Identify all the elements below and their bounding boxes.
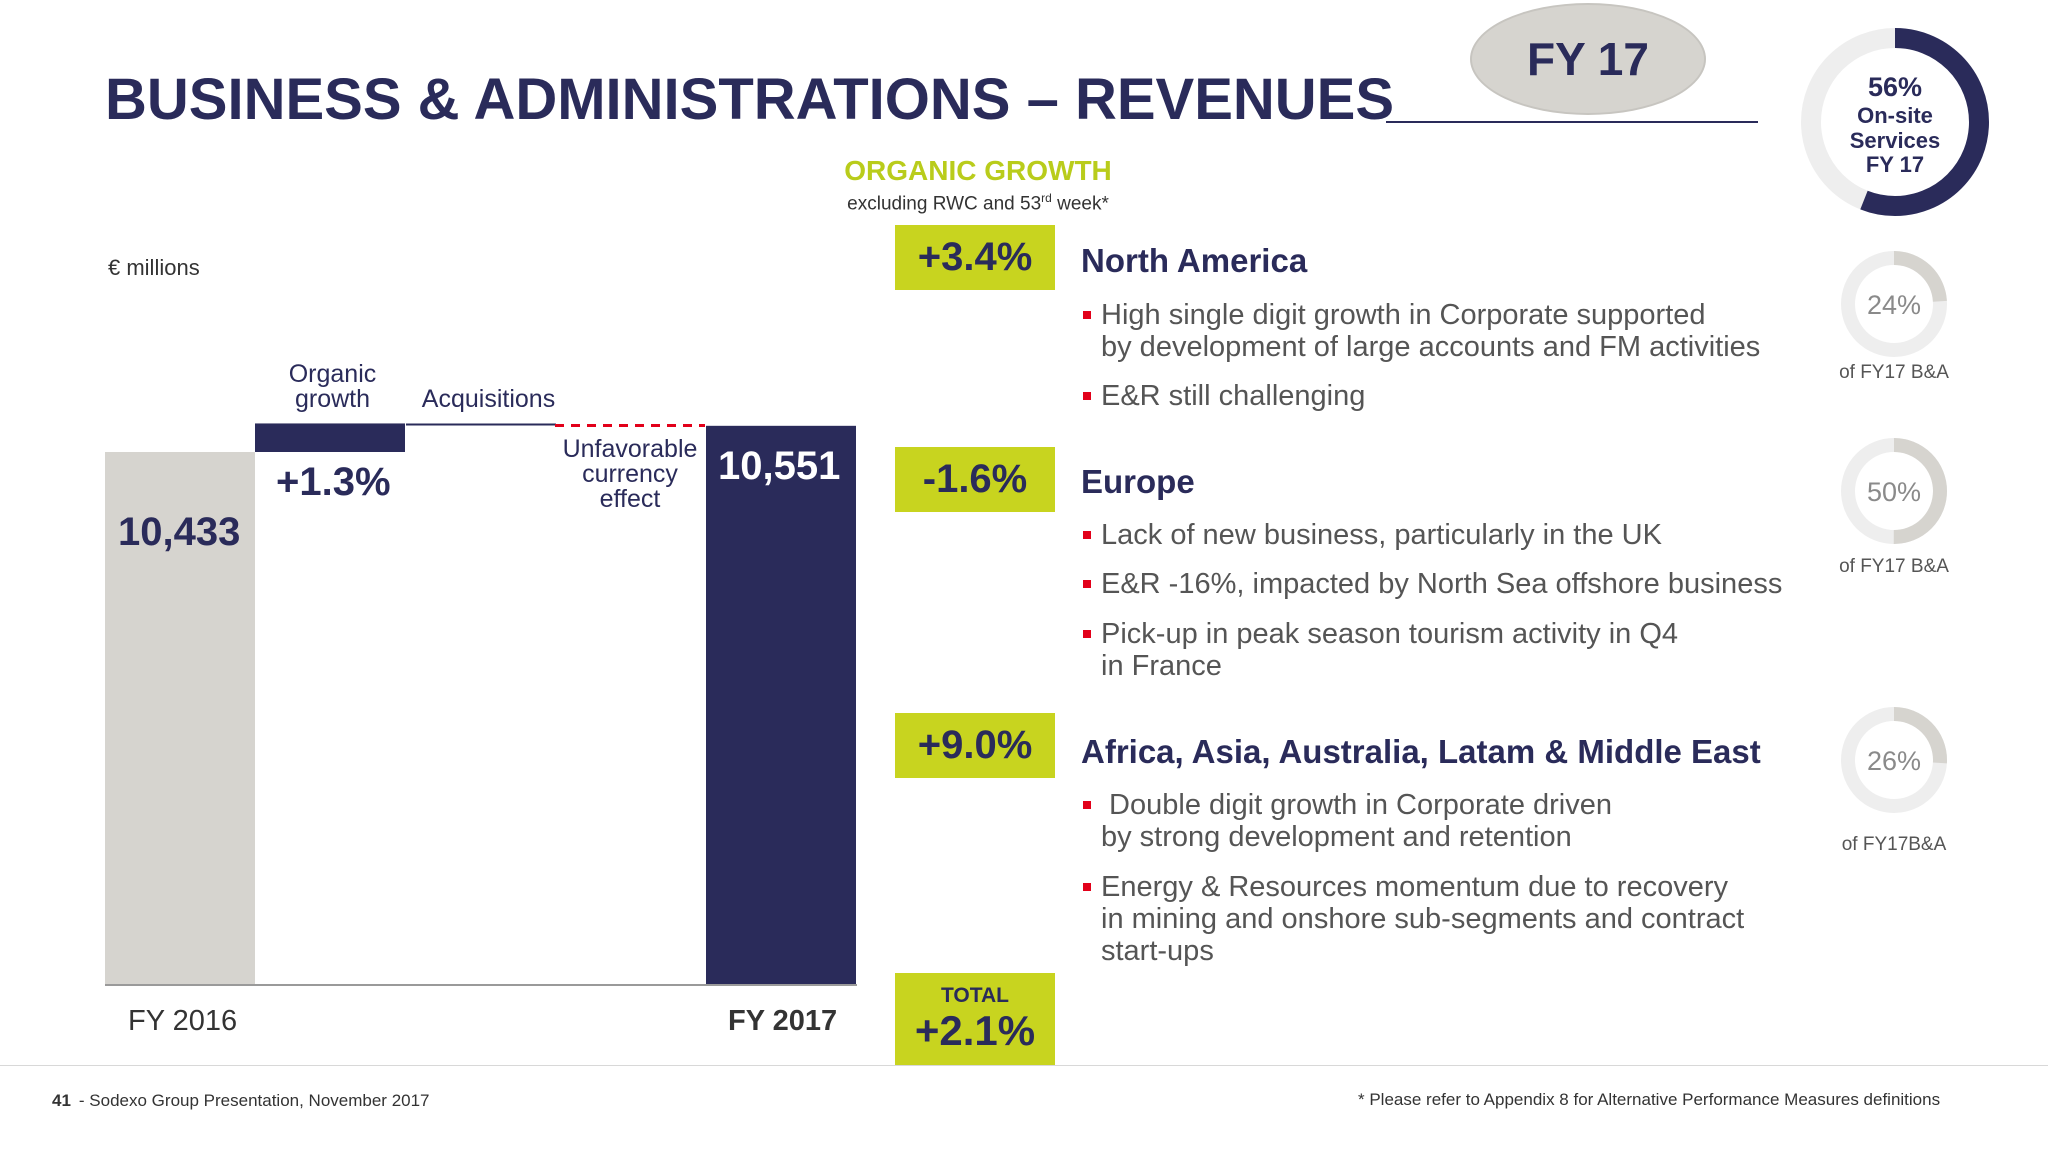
label-organic-growth: Organic growth xyxy=(288,360,377,413)
growth-box-europe: -1.6% xyxy=(895,447,1055,512)
growth-box-total: TOTAL +2.1% xyxy=(895,973,1055,1065)
bar-organic-growth xyxy=(255,423,405,452)
bullet-europe-2: E&R -16%, impacted by North Sea offshore… xyxy=(1083,568,1821,600)
onsite-donut-chart: 56% On-site Services FY 17 xyxy=(1801,28,1989,216)
growth-box-aaalme: +9.0% xyxy=(895,713,1055,778)
bullet-north-america-1: High single digit growth in Corporate su… xyxy=(1083,299,1821,363)
share-donut-arc xyxy=(1841,438,1947,544)
share-donut-arc xyxy=(1841,251,1947,357)
onsite-donut-percent: 56% xyxy=(1868,72,1922,102)
footer-divider xyxy=(0,1065,2048,1066)
total-label: TOTAL xyxy=(940,984,1010,1007)
share-donut-europe: 50% xyxy=(1841,438,1947,544)
share-donut-label: 50% xyxy=(1867,477,1921,507)
revenue-waterfall-chart xyxy=(105,423,857,986)
bullet-europe-1: Lack of new business, particularly in th… xyxy=(1083,519,1821,551)
bullet-north-america-2: E&R still challenging xyxy=(1083,380,1821,412)
onsite-donut-line1: On-site xyxy=(1857,103,1933,128)
page-number: 41 xyxy=(52,1091,71,1110)
onsite-donut-arc xyxy=(1801,28,1989,216)
value-fy2016: 10,433 xyxy=(118,510,241,554)
organic-growth-header: ORGANIC GROWTH excluding RWC and 53rd we… xyxy=(800,156,1156,216)
share-donut-aaalme: 26% xyxy=(1841,707,1947,813)
organic-growth-subtitle: excluding RWC and 53rd week* xyxy=(800,186,1156,216)
value-organic-growth: +1.3% xyxy=(276,460,391,504)
organic-sub-pre: excluding RWC and 53 xyxy=(847,193,1042,215)
chart-unit-label: € millions xyxy=(108,255,200,280)
bullet-europe-3: Pick-up in peak season tourism activity … xyxy=(1083,618,1821,682)
share-donut-north-america: 24% xyxy=(1841,251,1947,357)
footer-left: 41 - Sodexo Group Presentation, November … xyxy=(52,1091,430,1111)
footer-note: * Please refer to Appendix 8 for Alterna… xyxy=(1358,1090,1941,1109)
bar-fy2017 xyxy=(706,425,856,985)
share-caption-europe: of FY17 B&A xyxy=(1839,556,1949,577)
xlabel-fy2016: FY 2016 xyxy=(128,1005,238,1037)
organic-growth-title: ORGANIC GROWTH xyxy=(844,155,1112,186)
bar-fy2016 xyxy=(105,452,255,985)
organic-sub-sup: rd xyxy=(1041,191,1052,205)
page-title: BUSINESS & ADMINISTRATIONS – REVENUES xyxy=(105,67,1395,132)
growth-box-north-america: +3.4% xyxy=(895,225,1055,290)
value-fy2017: 10,551 xyxy=(718,444,841,488)
region-title-aaalme: Africa, Asia, Australia, Latam & Middle … xyxy=(1081,733,1761,770)
total-value: +2.1% xyxy=(914,1007,1036,1054)
region-title-europe: Europe xyxy=(1081,463,1195,500)
label-acquisitions: Acquisitions xyxy=(421,385,556,413)
share-caption-north-america: of FY17 B&A xyxy=(1839,362,1949,383)
title-underline xyxy=(1386,121,1758,123)
footer-presentation: - Sodexo Group Presentation, November 20… xyxy=(78,1091,430,1110)
bullet-aaalme-1: Double digit growth in Corporate driven … xyxy=(1083,789,1821,853)
xlabel-fy2017: FY 2017 xyxy=(728,1005,838,1037)
fy-badge: FY 17 xyxy=(1470,3,1706,115)
bullet-aaalme-2: Energy & Resources momentum due to recov… xyxy=(1083,871,1821,967)
share-donut-arc xyxy=(1841,707,1947,813)
share-caption-aaalme: of FY17B&A xyxy=(1841,834,1947,855)
share-donut-label: 26% xyxy=(1867,746,1921,776)
onsite-donut-line3: FY 17 xyxy=(1866,152,1924,177)
share-donut-label: 24% xyxy=(1867,290,1921,320)
label-currency-effect: Unfavorable currency effect xyxy=(562,435,698,513)
organic-sub-post: week* xyxy=(1051,193,1109,215)
region-title-north-america: North America xyxy=(1081,242,1308,279)
onsite-donut-line2: Services xyxy=(1850,128,1941,153)
